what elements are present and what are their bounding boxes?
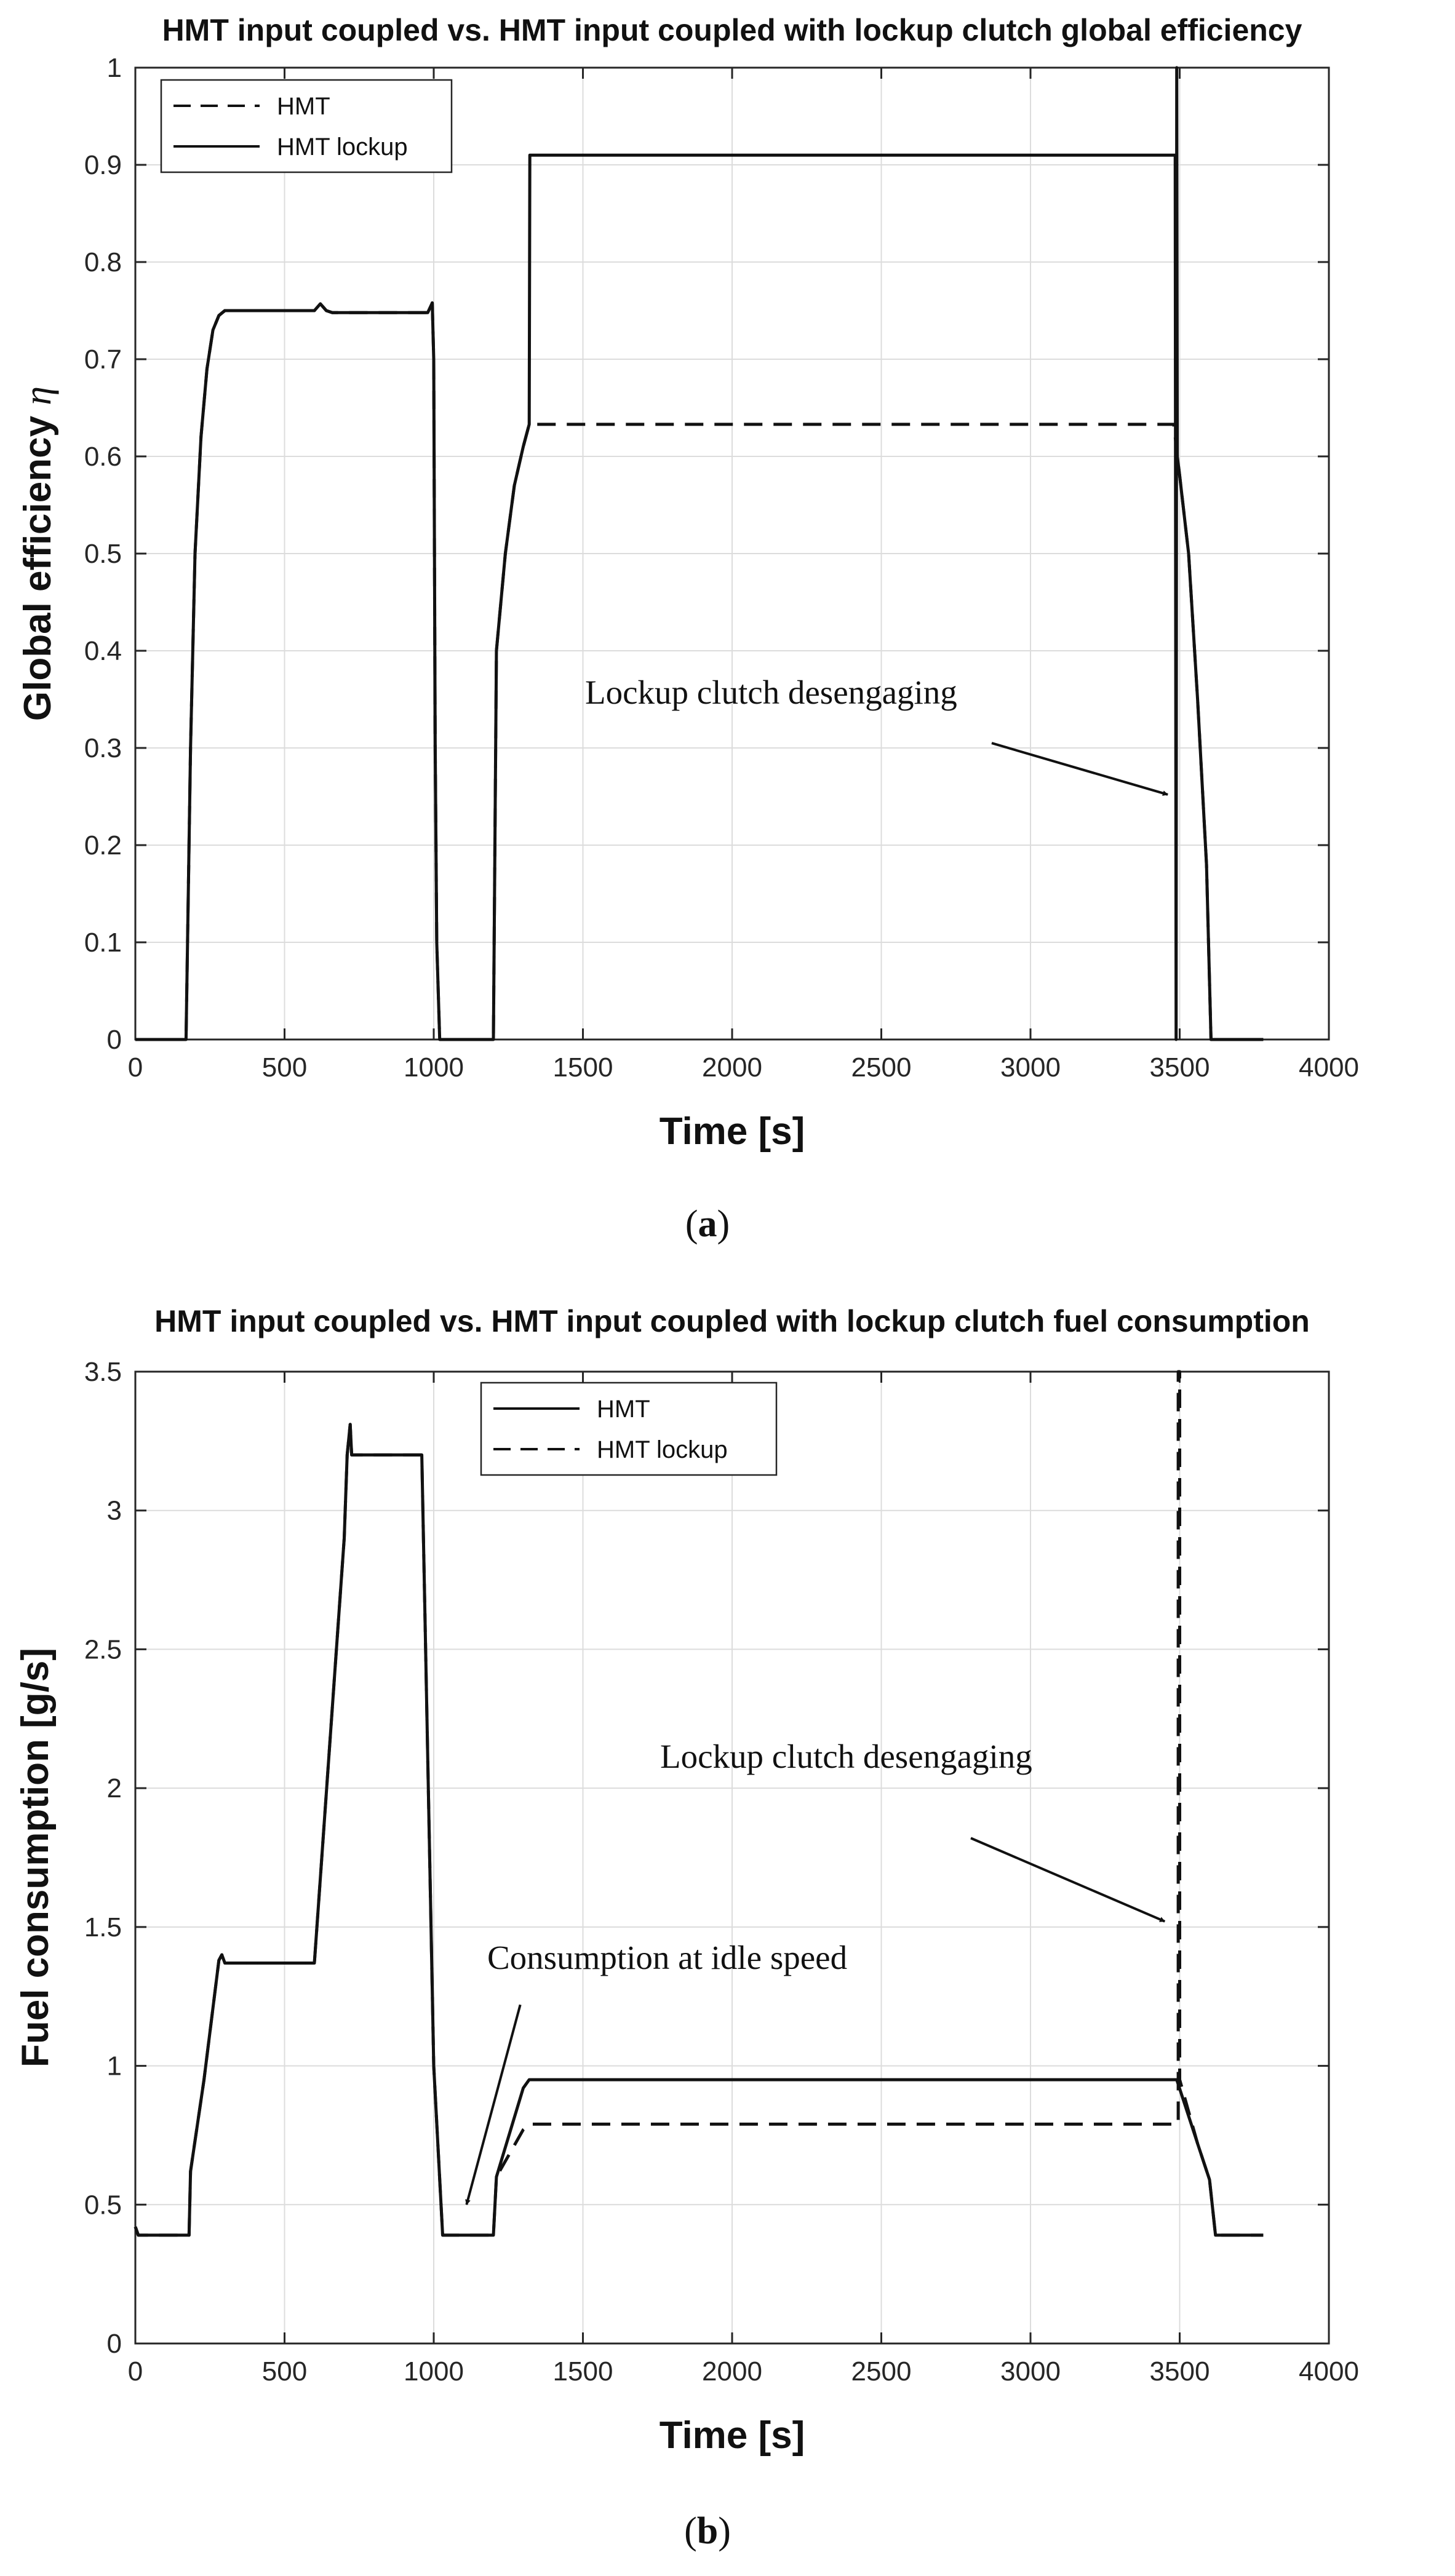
figure-caption: (b) [684,2510,731,2552]
y-tick-label: 0.2 [84,830,122,861]
x-axis-label: Time [s] [660,2414,805,2457]
caption-open-paren: ( [684,2510,697,2552]
y-tick-label: 0.5 [84,539,122,569]
y-tick-label: 0.6 [84,442,122,472]
y-tick-label: 0.1 [84,928,122,958]
y-tick-label: 0.7 [84,344,122,375]
caption-close-paren: ) [718,2510,731,2552]
y-axis-ticks: 0 0.1 0.2 0.3 0.4 0.5 0.6 0.7 0.8 0.9 1 [84,53,1329,1055]
series-group [135,66,1264,1041]
legend-label: HMT lockup [597,1436,728,1463]
y-axis-ticks: 0 0.5 1 1.5 2 2.5 3 3.5 [84,1357,1329,2359]
figure-caption: (a) [685,1203,730,1245]
x-tick-label: 1000 [404,1052,464,1083]
caption-open-paren: ( [685,1203,698,1245]
x-tick-label: 3500 [1150,1052,1210,1083]
annotation-text: Consumption at idle speed [487,1939,847,1976]
legend-box [480,1381,778,1476]
caption-letter: b [697,2510,718,2552]
legend-label: HMT lockup [277,133,408,161]
x-axis-ticks: 0 500 1000 1500 2000 2500 3000 3500 4000 [128,1372,1359,2387]
annotation: Consumption at idle speed [465,1939,847,2206]
x-tick-label: 3000 [1000,1052,1061,1083]
annotation-text: Lockup clutch desengaging [660,1738,1032,1775]
x-tick-label: 4000 [1299,1052,1359,1083]
x-tick-label: 2000 [702,1052,762,1083]
y-tick-label: 2.5 [84,1634,122,1664]
x-tick-label: 500 [262,2356,307,2387]
y-tick-label: 2 [107,1773,122,1803]
chart-title: HMT input coupled vs. HMT input coupled … [162,13,1302,47]
x-tick-label: 500 [262,1052,307,1083]
y-tick-label: 0.5 [84,2190,122,2220]
x-tick-label: 1500 [553,1052,613,1083]
x-tick-label: 0 [128,1052,143,1083]
x-tick-label: 2500 [851,1052,912,1083]
x-tick-label: 2500 [851,2356,912,2387]
y-tick-label: 1 [107,2051,122,2081]
caption-letter: a [698,1203,717,1245]
y-tick-label: 0.8 [84,247,122,277]
y-tick-label: 0.4 [84,636,122,666]
x-axis-ticks: 0 500 1000 1500 2000 2500 3000 3500 4000 [128,68,1359,1083]
y-axis-label-text: Global efficiency [17,415,59,721]
chart-legend: HMT HMT lockup [480,1381,778,1476]
chart-panel-a: HMT input coupled vs. HMT input coupled … [17,13,1359,1245]
annotation: Lockup clutch desengaging [585,674,1168,796]
series-line [135,66,1264,1041]
x-tick-label: 1000 [404,2356,464,2387]
chart-panel-b: HMT input coupled vs. HMT input coupled … [14,1304,1359,2552]
legend-box [160,79,453,173]
x-tick-label: 3500 [1150,2356,1210,2387]
annotation-text: Lockup clutch desengaging [585,674,957,711]
y-tick-label: 3.5 [84,1357,122,1387]
y-tick-label: 0 [107,2329,122,2359]
x-axis-label: Time [s] [660,1110,805,1153]
x-tick-label: 0 [128,2356,143,2387]
annotation: Lockup clutch desengaging [660,1738,1166,1923]
y-axis-label-symbol: η [17,386,59,405]
y-axis-label: Fuel consumption [g/s] [14,1648,57,2067]
annotation-arrow [465,2004,522,2206]
y-tick-label: 0.3 [84,733,122,763]
chart-legend: HMT HMT lockup [160,79,453,173]
x-tick-label: 1500 [553,2356,613,2387]
series-line [134,1370,1264,2237]
caption-close-paren: ) [717,1203,730,1245]
y-axis-label: Global efficiency η [17,386,59,721]
chart-title: HMT input coupled vs. HMT input coupled … [154,1304,1310,1338]
x-tick-label: 3000 [1000,2356,1061,2387]
y-tick-label: 3 [107,1496,122,1526]
x-tick-label: 4000 [1299,2356,1359,2387]
annotation-arrow [991,742,1168,796]
annotation-arrow [970,1837,1166,1923]
y-tick-label: 0 [107,1025,122,1055]
y-tick-label: 0.9 [84,150,122,180]
y-tick-label: 1 [107,53,122,83]
y-tick-label: 1.5 [84,1912,122,1942]
series-group [134,1370,1264,2237]
legend-label: HMT [597,1396,650,1423]
x-tick-label: 2000 [702,2356,762,2387]
legend-label: HMT [277,93,330,120]
